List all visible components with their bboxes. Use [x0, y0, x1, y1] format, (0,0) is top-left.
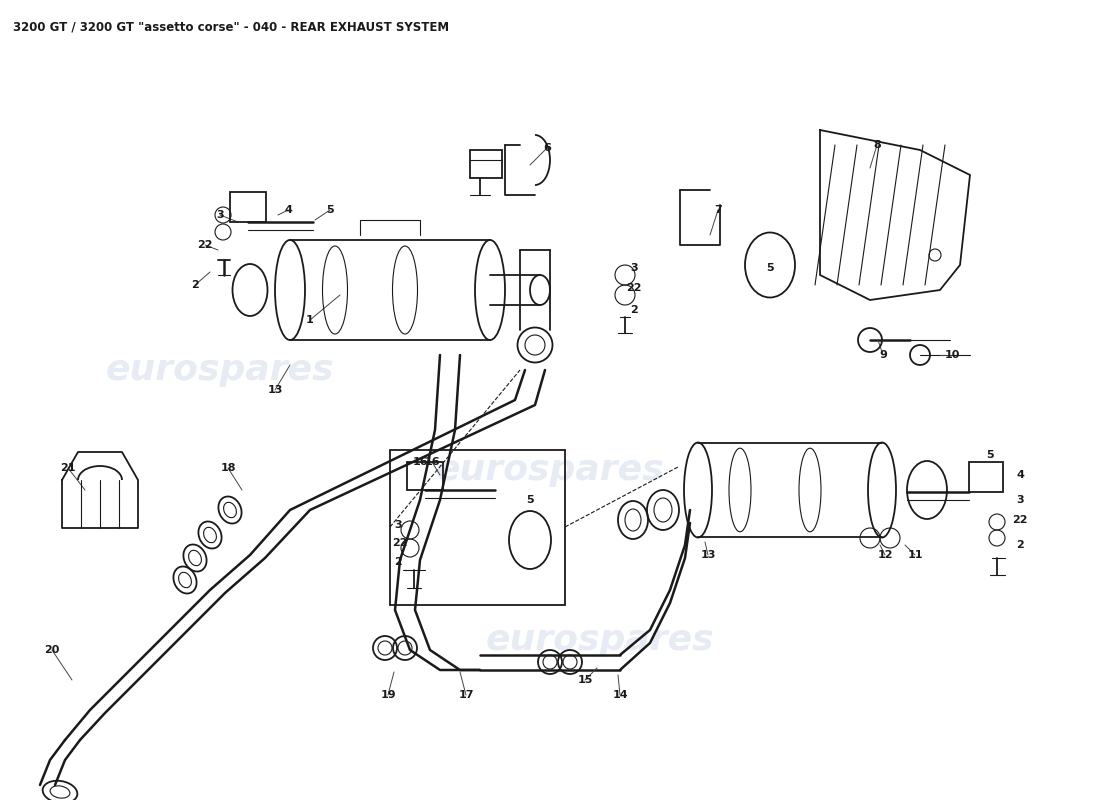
Text: 2: 2	[394, 557, 402, 567]
Text: 2: 2	[630, 305, 638, 315]
Text: 2: 2	[1016, 540, 1024, 550]
Text: 8: 8	[873, 140, 881, 150]
Text: 13: 13	[267, 385, 283, 395]
Text: 10: 10	[944, 350, 959, 360]
Text: 20: 20	[44, 645, 59, 655]
Text: 14: 14	[613, 690, 628, 700]
Text: 21: 21	[60, 463, 76, 473]
Text: 6: 6	[543, 143, 551, 153]
Text: eurospares: eurospares	[106, 353, 334, 387]
Bar	[470, 150, 502, 178]
Text: 5: 5	[526, 495, 534, 505]
Bar	[390, 450, 565, 605]
Text: 5: 5	[767, 263, 773, 273]
Text: 3: 3	[1016, 495, 1024, 505]
Text: 22: 22	[1012, 515, 1027, 525]
Text: 18: 18	[220, 463, 235, 473]
Text: 22: 22	[197, 240, 212, 250]
Text: eurospares: eurospares	[486, 623, 714, 657]
Text: 15: 15	[578, 675, 593, 685]
Text: 12: 12	[878, 550, 893, 560]
Text: 22: 22	[393, 538, 408, 548]
Bar	[230, 192, 266, 222]
Text: 9: 9	[879, 350, 887, 360]
Text: 1: 1	[306, 315, 313, 325]
Text: 7: 7	[714, 205, 722, 215]
Bar	[969, 462, 1003, 492]
Text: 5: 5	[987, 450, 993, 460]
Text: 16: 16	[425, 457, 440, 467]
Text: 3: 3	[630, 263, 638, 273]
Text: 3200 GT / 3200 GT "assetto corse" - 040 - REAR EXHAUST SYSTEM: 3200 GT / 3200 GT "assetto corse" - 040 …	[13, 20, 449, 33]
Text: eurospares: eurospares	[436, 453, 664, 487]
Text: 2: 2	[191, 280, 199, 290]
Text: 16: 16	[412, 457, 428, 467]
Text: 5: 5	[327, 205, 333, 215]
Text: 3: 3	[394, 520, 402, 530]
Bar	[407, 462, 443, 490]
Text: 4: 4	[1016, 470, 1024, 480]
Text: 13: 13	[701, 550, 716, 560]
Text: 11: 11	[908, 550, 923, 560]
Text: 17: 17	[459, 690, 474, 700]
Text: 19: 19	[381, 690, 396, 700]
Text: 22: 22	[626, 283, 641, 293]
Text: 4: 4	[284, 205, 292, 215]
Text: 3: 3	[217, 210, 223, 220]
